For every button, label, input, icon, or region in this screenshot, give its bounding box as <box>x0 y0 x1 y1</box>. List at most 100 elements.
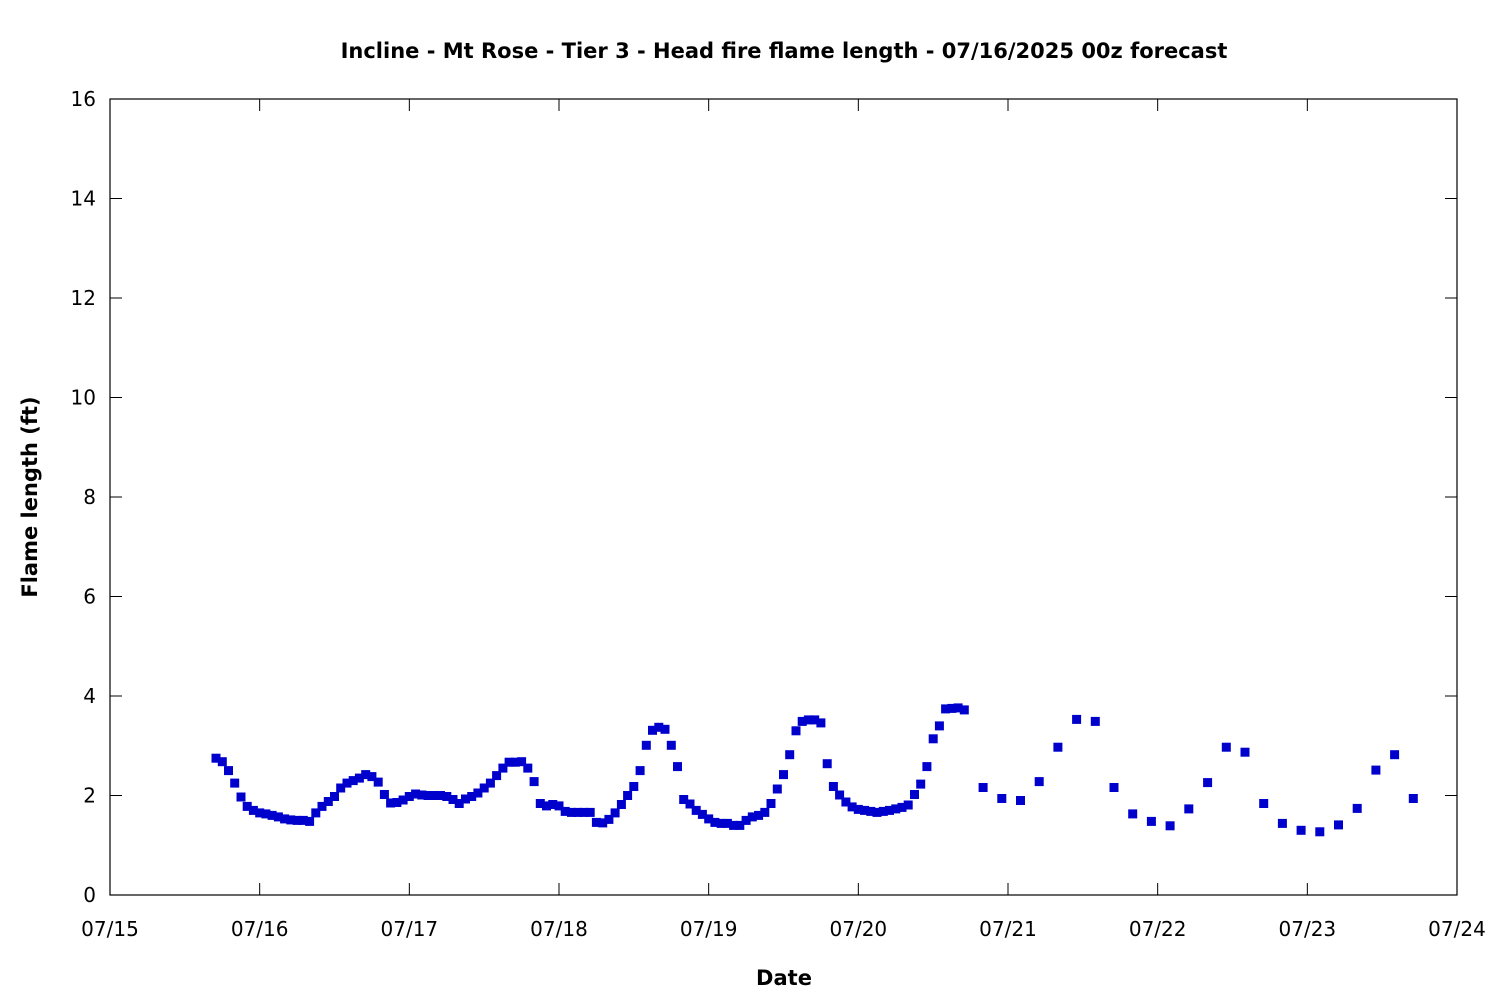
data-point <box>735 820 745 830</box>
data-point <box>679 795 689 804</box>
data-point <box>1352 803 1362 813</box>
data-point <box>797 716 807 726</box>
data-point <box>1016 796 1025 805</box>
y-tick-label: 0 <box>83 883 96 907</box>
data-point <box>891 804 901 814</box>
data-point <box>342 778 352 788</box>
x-tick-label: 07/19 <box>680 917 738 941</box>
data-point <box>1296 825 1306 835</box>
data-point <box>567 807 576 817</box>
data-point <box>255 808 265 818</box>
data-point <box>685 799 695 809</box>
data-point <box>978 783 988 792</box>
data-point <box>660 724 670 734</box>
data-point <box>959 705 969 715</box>
data-point <box>554 801 564 811</box>
data-point <box>573 807 583 817</box>
data-point <box>267 810 277 820</box>
data-point <box>473 788 483 798</box>
data-point <box>722 818 732 828</box>
data-point <box>860 805 870 815</box>
data-point <box>1315 827 1325 837</box>
x-axis-label: Date <box>756 966 812 990</box>
y-tick-label: 14 <box>71 187 96 211</box>
data-point <box>766 799 776 808</box>
data-point <box>423 791 433 800</box>
data-point <box>922 762 932 772</box>
data-point <box>404 792 414 801</box>
data-point <box>822 759 832 769</box>
data-point <box>292 815 302 825</box>
data-point <box>386 798 396 808</box>
x-tick-label: 07/18 <box>530 917 588 941</box>
y-tick-label: 2 <box>83 784 96 808</box>
data-point <box>1146 816 1156 826</box>
data-point <box>454 799 464 808</box>
data-point <box>236 792 246 802</box>
data-point <box>760 807 770 817</box>
data-point <box>897 802 907 812</box>
x-tick-label: 07/20 <box>830 917 888 941</box>
data-point <box>878 806 888 816</box>
data-point <box>336 783 346 793</box>
data-point <box>872 807 882 817</box>
data-point <box>230 778 240 788</box>
data-point <box>479 783 489 793</box>
x-tick-label: 07/16 <box>231 917 289 941</box>
data-point <box>847 802 857 812</box>
data-point <box>941 704 951 714</box>
data-point <box>379 790 389 799</box>
data-point <box>286 815 296 825</box>
data-point <box>810 715 820 725</box>
data-point <box>1334 820 1343 830</box>
data-point <box>673 762 682 772</box>
data-point <box>666 740 676 750</box>
data-point <box>442 792 452 801</box>
data-point <box>1277 818 1287 828</box>
data-point <box>1371 765 1381 775</box>
data-point <box>429 791 439 800</box>
data-point <box>747 812 757 822</box>
y-axis-label: Flame length (ft) <box>18 396 42 597</box>
data-point <box>604 814 614 824</box>
data-point <box>691 805 701 815</box>
data-point <box>1203 778 1213 788</box>
data-point <box>261 809 271 819</box>
data-point <box>928 734 938 744</box>
data-point <box>417 790 427 800</box>
data-point <box>224 766 233 776</box>
data-point <box>885 805 894 815</box>
data-point <box>1090 716 1100 726</box>
data-point <box>641 740 651 750</box>
data-point <box>654 722 664 732</box>
data-point <box>217 757 227 767</box>
data-point <box>280 814 290 824</box>
data-point <box>741 815 751 825</box>
chart-title: Incline - Mt Rose - Tier 3 - Head fire f… <box>341 39 1228 63</box>
data-point <box>598 818 608 828</box>
data-point <box>791 726 801 736</box>
data-point <box>242 801 252 811</box>
data-point <box>461 794 470 804</box>
data-point <box>997 794 1007 803</box>
x-tick-label: 07/24 <box>1428 917 1486 941</box>
data-point <box>361 770 371 780</box>
data-point <box>710 817 720 827</box>
data-point <box>492 771 502 781</box>
y-axis: 0 2 4 6 8 10 12 14 16 <box>71 87 1457 907</box>
data-point <box>373 777 383 787</box>
data-point <box>816 718 826 728</box>
data-point <box>866 806 876 816</box>
data-point <box>1072 714 1082 724</box>
x-tick-label: 07/21 <box>979 917 1037 941</box>
data-point <box>1034 777 1044 787</box>
data-point <box>498 763 508 773</box>
y-tick-label: 10 <box>71 386 96 410</box>
data-point <box>1184 804 1194 814</box>
data-point <box>348 776 358 786</box>
y-tick-label: 16 <box>71 87 96 111</box>
data-point <box>903 800 913 810</box>
data-point <box>579 807 589 817</box>
data-point <box>1259 799 1269 808</box>
